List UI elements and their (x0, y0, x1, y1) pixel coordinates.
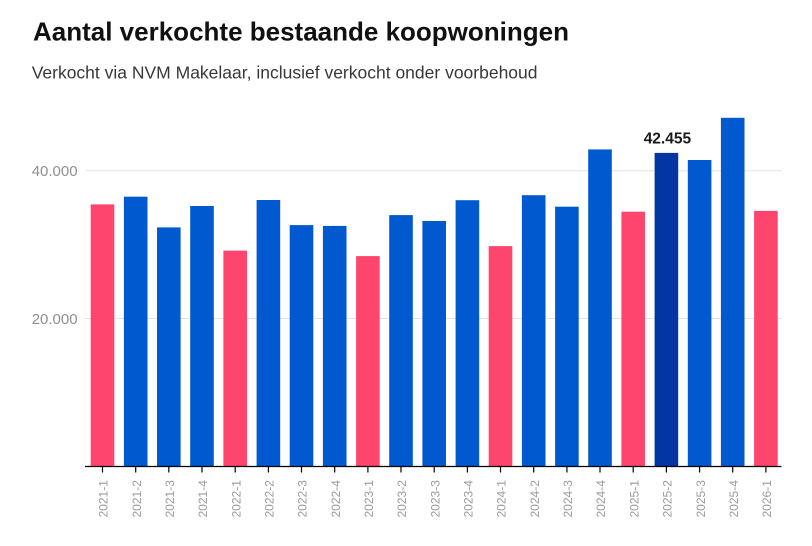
svg-text:2024-3: 2024-3 (561, 480, 575, 518)
svg-text:2022-3: 2022-3 (296, 480, 310, 518)
svg-text:2021-3: 2021-3 (163, 480, 177, 518)
svg-text:2021-1: 2021-1 (97, 480, 111, 518)
svg-text:20.000: 20.000 (32, 311, 78, 328)
svg-text:2021-2: 2021-2 (130, 480, 144, 518)
svg-text:2024-4: 2024-4 (594, 480, 608, 518)
svg-text:2025-2: 2025-2 (661, 480, 675, 518)
svg-text:40.000: 40.000 (32, 163, 78, 180)
svg-text:2026-1: 2026-1 (760, 480, 774, 518)
svg-text:42.455: 42.455 (644, 130, 692, 147)
svg-text:2022-4: 2022-4 (329, 480, 343, 518)
svg-text:Aantal verkochte bestaande koo: Aantal verkochte bestaande koopwoningen (33, 16, 569, 46)
svg-text:2023-3: 2023-3 (428, 480, 442, 518)
svg-text:2024-1: 2024-1 (495, 480, 509, 518)
svg-text:2021-4: 2021-4 (196, 480, 210, 518)
svg-text:2025-1: 2025-1 (627, 480, 641, 518)
svg-text:2025-4: 2025-4 (727, 480, 741, 518)
svg-text:2023-2: 2023-2 (395, 480, 409, 518)
svg-text:2022-1: 2022-1 (229, 480, 243, 518)
svg-text:2023-1: 2023-1 (362, 480, 376, 518)
svg-text:2023-4: 2023-4 (462, 480, 476, 518)
svg-text:2025-3: 2025-3 (694, 480, 708, 518)
svg-text:2024-2: 2024-2 (528, 480, 542, 518)
svg-text:2022-2: 2022-2 (263, 480, 277, 518)
svg-text:Verkocht via NVM Makelaar, inc: Verkocht via NVM Makelaar, inclusief ver… (32, 63, 538, 83)
